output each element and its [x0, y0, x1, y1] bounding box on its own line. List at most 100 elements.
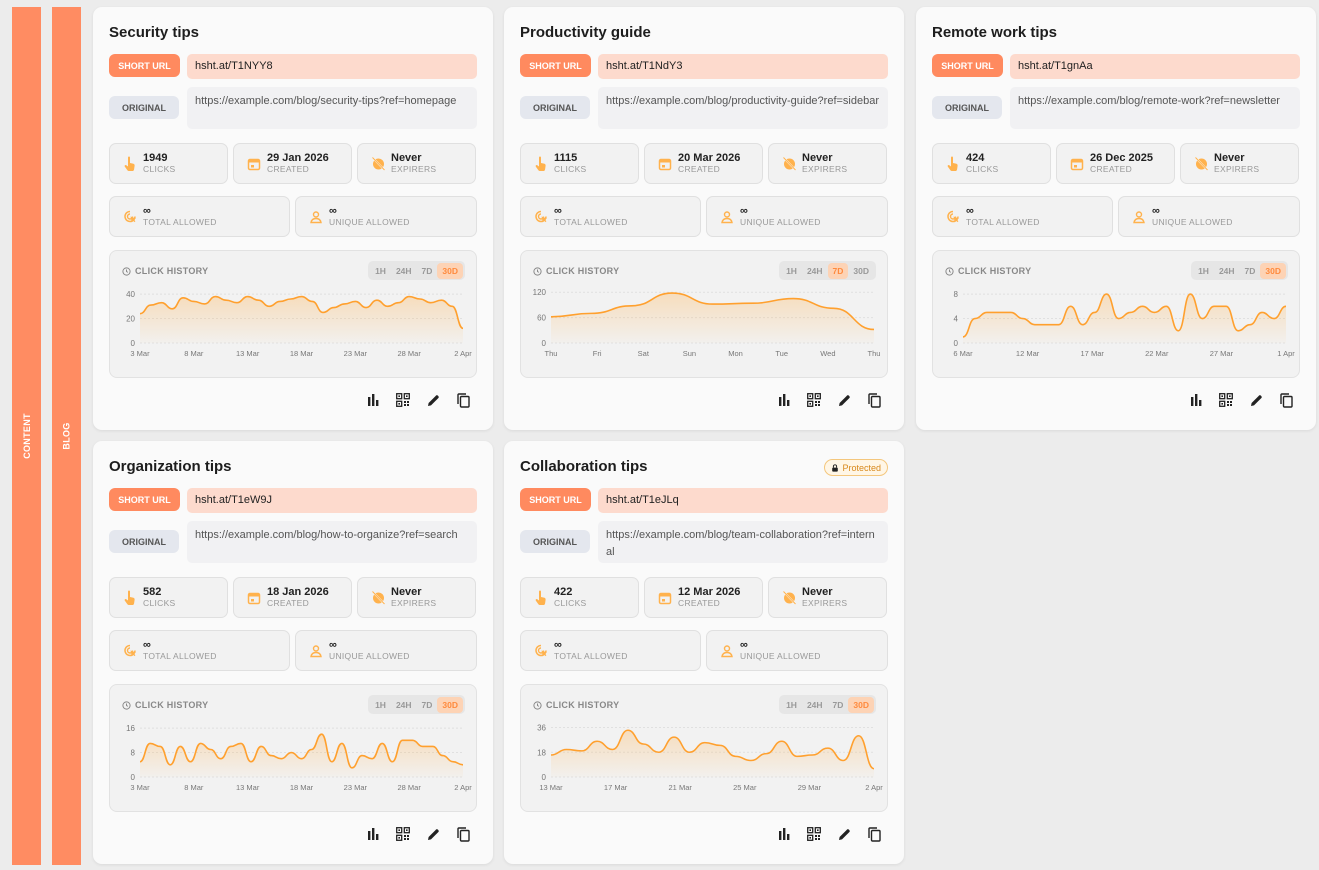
range-tab[interactable]: 24H [395, 699, 412, 710]
data-point[interactable] [299, 756, 305, 762]
short-url-value[interactable]: hsht.at/T1NYY8 [187, 54, 477, 79]
range-tab[interactable]: 30D [437, 262, 463, 279]
data-point[interactable] [610, 747, 616, 753]
analytics-button[interactable] [1188, 392, 1204, 408]
data-point[interactable] [1020, 316, 1026, 322]
data-point[interactable] [167, 762, 173, 768]
data-point[interactable] [288, 296, 294, 302]
short-url-value[interactable]: hsht.at/T1gnAa [1010, 54, 1300, 79]
data-point[interactable] [733, 753, 739, 759]
data-point[interactable] [430, 743, 436, 749]
data-point[interactable] [266, 303, 272, 309]
data-point[interactable] [831, 305, 837, 311]
data-point[interactable] [238, 740, 244, 746]
copy-button[interactable] [455, 392, 471, 408]
data-point[interactable] [856, 733, 862, 739]
data-point[interactable] [1187, 291, 1193, 297]
data-point[interactable] [440, 753, 446, 759]
data-point[interactable] [299, 294, 305, 300]
data-point[interactable] [342, 301, 348, 307]
data-point[interactable] [374, 297, 380, 303]
data-point[interactable] [1068, 303, 1074, 309]
copy-button[interactable] [866, 826, 882, 842]
range-tab[interactable]: 1H [375, 699, 386, 710]
data-point[interactable] [352, 298, 358, 304]
data-point[interactable] [399, 737, 405, 743]
data-point[interactable] [309, 747, 315, 753]
data-point[interactable] [420, 743, 426, 749]
data-point[interactable] [329, 759, 335, 765]
data-point[interactable] [157, 743, 163, 749]
data-point[interactable] [460, 325, 466, 331]
data-point[interactable] [1092, 309, 1098, 315]
qr-code-button[interactable] [806, 392, 822, 408]
data-point[interactable] [871, 766, 877, 772]
copy-button[interactable] [455, 826, 471, 842]
data-point[interactable] [410, 737, 416, 743]
short-url-value[interactable]: hsht.at/T1eJLq [598, 488, 888, 513]
data-point[interactable] [779, 738, 785, 744]
data-point[interactable] [363, 305, 369, 311]
data-point[interactable] [825, 745, 831, 751]
range-tab[interactable]: 24H [395, 265, 412, 276]
data-point[interactable] [277, 298, 283, 304]
data-point[interactable] [320, 309, 326, 315]
data-point[interactable] [258, 743, 264, 749]
range-tab[interactable]: 1H [786, 265, 797, 276]
data-point[interactable] [395, 300, 401, 306]
short-url-value[interactable]: hsht.at/T1eW9J [187, 488, 477, 513]
edit-button[interactable] [836, 826, 852, 842]
data-point[interactable] [1104, 291, 1110, 297]
data-point[interactable] [159, 300, 165, 306]
data-point[interactable] [137, 759, 143, 765]
data-point[interactable] [349, 765, 355, 771]
data-point[interactable] [309, 298, 315, 304]
data-point[interactable] [1151, 309, 1157, 315]
range-tab[interactable]: 30D [853, 265, 869, 276]
original-url-value[interactable]: https://example.com/blog/security-tips?r… [187, 87, 477, 129]
data-point[interactable] [1032, 322, 1038, 328]
data-point[interactable] [255, 297, 261, 303]
data-point[interactable] [702, 740, 708, 746]
range-tab[interactable]: 30D [848, 696, 874, 713]
data-point[interactable] [996, 309, 1002, 315]
analytics-button[interactable] [365, 826, 381, 842]
data-point[interactable] [278, 756, 284, 762]
data-point[interactable] [594, 738, 600, 744]
analytics-button[interactable] [365, 392, 381, 408]
data-point[interactable] [460, 762, 466, 768]
data-point[interactable] [809, 752, 815, 758]
data-point[interactable] [417, 296, 423, 302]
data-point[interactable] [331, 305, 337, 311]
data-point[interactable] [563, 747, 569, 753]
data-point[interactable] [208, 747, 214, 753]
range-tab[interactable]: 30D [1260, 262, 1286, 279]
data-point[interactable] [1247, 322, 1253, 328]
data-point[interactable] [268, 753, 274, 759]
range-tab[interactable]: 1H [786, 699, 797, 710]
range-tab[interactable]: 1H [375, 265, 386, 276]
data-point[interactable] [438, 297, 444, 303]
data-point[interactable] [245, 294, 251, 300]
copy-button[interactable] [866, 392, 882, 408]
data-point[interactable] [1283, 303, 1289, 309]
qr-code-button[interactable] [395, 392, 411, 408]
data-point[interactable] [379, 740, 385, 746]
data-point[interactable] [187, 759, 193, 765]
data-point[interactable] [763, 751, 769, 757]
range-tab[interactable]: 1H [1198, 265, 1209, 276]
data-point[interactable] [385, 303, 391, 309]
edit-button[interactable] [836, 392, 852, 408]
data-point[interactable] [972, 316, 978, 322]
data-point[interactable] [148, 302, 154, 308]
data-point[interactable] [169, 306, 175, 312]
content-rail[interactable]: CONTENT [12, 7, 41, 865]
short-url-value[interactable]: hsht.at/T1NdY3 [598, 54, 888, 79]
range-tab[interactable]: 7D [421, 265, 433, 276]
range-tab[interactable]: 30D [437, 696, 463, 713]
data-point[interactable] [1211, 303, 1217, 309]
data-point[interactable] [177, 743, 183, 749]
data-point[interactable] [228, 743, 234, 749]
data-point[interactable] [1116, 316, 1122, 322]
edit-button[interactable] [425, 826, 441, 842]
